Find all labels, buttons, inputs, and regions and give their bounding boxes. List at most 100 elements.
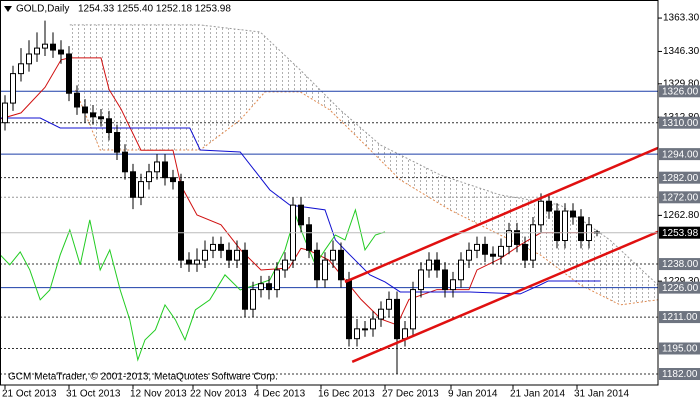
candle-body	[386, 298, 392, 310]
candle-body	[146, 171, 152, 183]
x-tick-label: 31 Oct 2013	[66, 389, 121, 400]
candle-body	[234, 249, 240, 261]
candle-body	[306, 224, 312, 251]
candle-body	[426, 259, 432, 271]
candle-body	[314, 249, 320, 281]
candle-body	[498, 245, 504, 257]
candle-body	[410, 289, 416, 330]
candle-body	[578, 216, 584, 242]
level-box	[659, 171, 700, 184]
candle-body	[322, 259, 328, 281]
candle-body	[138, 181, 144, 198]
plot-area	[0, 20, 658, 375]
x-tick-label: 31 Jan 2014	[574, 389, 629, 400]
candle-body	[418, 269, 424, 291]
candle-body	[378, 308, 384, 320]
candle-body	[570, 210, 576, 218]
candle-body	[506, 230, 512, 247]
level-label: 1195.00	[662, 344, 698, 355]
level-box	[659, 258, 700, 271]
menu-arrow[interactable]	[4, 6, 12, 12]
candle-body	[258, 283, 264, 291]
candle-body	[162, 161, 168, 179]
y-tick-label: 1262.80	[663, 210, 700, 221]
x-tick-label: 4 Dec 2013	[254, 389, 306, 400]
candle-body	[450, 279, 456, 291]
axes: 1363.301346.301329.801312.801262.801229.…	[2, 13, 700, 400]
candle-body	[210, 243, 216, 251]
candle-body	[106, 118, 112, 134]
level-label: 1326.00	[662, 86, 699, 97]
candle-body	[34, 47, 40, 55]
candle-body	[354, 328, 360, 340]
candle-body	[194, 259, 200, 265]
y-tick-label: 1346.30	[663, 46, 700, 57]
ohlc-label: 1254.33 1255.40 1252.18 1253.98	[78, 4, 231, 15]
cloud-span	[74, 89, 658, 306]
x-tick-label: 16 Dec 2013	[318, 389, 375, 400]
level-box	[659, 281, 700, 294]
candle-body	[74, 92, 80, 108]
candle-body	[482, 243, 488, 255]
channel-line	[351, 230, 658, 363]
candle-body	[282, 259, 288, 271]
candle-body	[18, 63, 24, 75]
level-box	[659, 148, 700, 161]
candle-body	[394, 298, 400, 340]
candle-body	[98, 116, 104, 120]
x-tick-label: 21 Oct 2013	[2, 389, 57, 400]
level-label: 1282.00	[662, 173, 699, 184]
candle-body	[370, 318, 376, 330]
candle-body	[522, 243, 528, 261]
chart-title: GOLD,Daily	[16, 4, 69, 15]
candle-body	[242, 249, 248, 310]
candle-body	[42, 43, 48, 49]
level-label: 1294.00	[662, 149, 699, 160]
indicator-line	[0, 208, 386, 362]
level-box	[659, 311, 700, 324]
channel-line	[344, 146, 658, 284]
level-label: 1310.00	[662, 118, 699, 129]
level-box	[659, 116, 700, 129]
candle-body	[274, 269, 280, 291]
candle-body	[474, 243, 480, 251]
candle-body	[26, 53, 32, 65]
candle-body	[546, 200, 552, 212]
candle-body	[250, 289, 256, 310]
candle-body	[186, 259, 192, 265]
candle-body	[130, 171, 136, 198]
x-tick-label: 9 Jan 2014	[448, 389, 498, 400]
level-label: 1211.00	[662, 312, 698, 323]
candle-body	[114, 132, 120, 153]
candle-body	[2, 102, 8, 124]
candle-body	[434, 259, 440, 271]
candle-body	[490, 253, 496, 257]
price-label: 1253.98	[662, 228, 699, 239]
candle-body	[90, 112, 96, 118]
candle-body	[226, 249, 232, 261]
x-tick-label: 12 Nov 2013	[130, 389, 187, 400]
candle-body	[58, 49, 64, 55]
x-tick-label: 27 Dec 2013	[382, 389, 439, 400]
level-label: 1238.00	[662, 259, 699, 270]
level-label: 1182.00	[662, 369, 698, 380]
plot-border	[0, 0, 659, 386]
level-box	[659, 85, 700, 98]
level-box	[659, 191, 700, 204]
x-tick-label: 22 Nov 2013	[190, 389, 247, 400]
candle-body	[10, 73, 16, 104]
candle-body	[178, 181, 184, 261]
candle-body	[458, 259, 464, 281]
x-tick-label: 21 Jan 2014	[510, 389, 565, 400]
candle-body	[218, 243, 224, 251]
candle-body	[122, 151, 128, 173]
candle-body	[538, 200, 544, 226]
level-label: 1272.00	[662, 192, 699, 203]
level-box	[659, 342, 700, 355]
candle-body	[266, 283, 272, 291]
level-box	[659, 368, 700, 381]
candle-body	[362, 328, 368, 331]
candle-body	[554, 210, 560, 242]
